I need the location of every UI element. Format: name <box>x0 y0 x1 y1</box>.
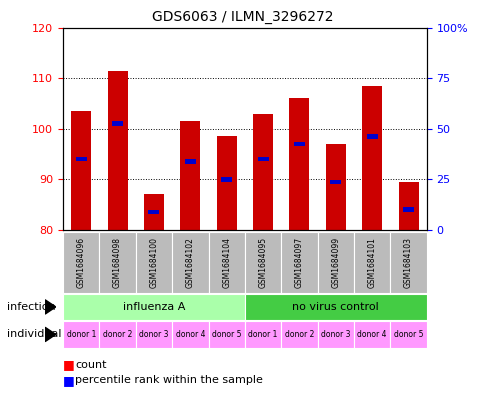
Text: GDS6063 / ILMN_3296272: GDS6063 / ILMN_3296272 <box>151 10 333 24</box>
Text: donor 1: donor 1 <box>248 330 277 339</box>
Bar <box>136 232 172 293</box>
Polygon shape <box>45 300 56 314</box>
Bar <box>112 121 123 126</box>
Bar <box>257 157 268 162</box>
Text: donor 4: donor 4 <box>357 330 386 339</box>
Bar <box>244 232 281 293</box>
Bar <box>136 321 172 348</box>
Text: percentile rank within the sample: percentile rank within the sample <box>75 375 262 386</box>
Bar <box>99 321 136 348</box>
Bar <box>216 136 236 230</box>
Text: GSM1684100: GSM1684100 <box>149 237 158 288</box>
Polygon shape <box>45 327 56 342</box>
Bar <box>293 141 304 146</box>
Bar <box>317 232 353 293</box>
Text: GSM1684101: GSM1684101 <box>367 237 376 288</box>
Bar <box>148 210 159 215</box>
Bar <box>184 159 196 164</box>
Bar <box>63 294 244 320</box>
Text: ■: ■ <box>63 374 75 387</box>
Bar <box>144 195 164 230</box>
Bar <box>99 232 136 293</box>
Bar <box>172 321 208 348</box>
Text: individual: individual <box>7 329 61 340</box>
Bar <box>180 121 200 230</box>
Text: GSM1684095: GSM1684095 <box>258 237 267 288</box>
Bar <box>244 294 426 320</box>
Text: GSM1684104: GSM1684104 <box>222 237 231 288</box>
Bar <box>289 98 309 230</box>
Text: donor 3: donor 3 <box>320 330 350 339</box>
Text: GSM1684096: GSM1684096 <box>76 237 86 288</box>
Bar <box>172 232 208 293</box>
Text: GSM1684103: GSM1684103 <box>403 237 412 288</box>
Bar <box>208 321 244 348</box>
Bar <box>353 232 390 293</box>
Text: ■: ■ <box>63 358 75 371</box>
Bar <box>402 208 413 212</box>
Bar <box>63 232 99 293</box>
Text: donor 3: donor 3 <box>139 330 168 339</box>
Bar <box>76 157 87 162</box>
Bar <box>353 321 390 348</box>
Bar <box>63 321 99 348</box>
Text: influenza A: influenza A <box>122 302 185 312</box>
Bar <box>325 144 345 230</box>
Bar <box>390 321 426 348</box>
Bar <box>253 114 272 230</box>
Bar <box>107 70 127 230</box>
Text: GSM1684098: GSM1684098 <box>113 237 122 288</box>
Text: GSM1684097: GSM1684097 <box>294 237 303 288</box>
Text: GSM1684099: GSM1684099 <box>331 237 340 288</box>
Bar <box>366 134 377 139</box>
Text: donor 5: donor 5 <box>393 330 423 339</box>
Bar <box>221 177 232 182</box>
Bar <box>71 111 91 230</box>
Text: count: count <box>75 360 106 370</box>
Text: no virus control: no virus control <box>292 302 378 312</box>
Bar <box>281 232 317 293</box>
Text: infection: infection <box>7 302 56 312</box>
Bar <box>208 232 244 293</box>
Bar <box>362 86 381 230</box>
Text: donor 4: donor 4 <box>175 330 205 339</box>
Bar <box>281 321 317 348</box>
Bar <box>317 321 353 348</box>
Text: donor 2: donor 2 <box>284 330 314 339</box>
Bar <box>330 180 341 184</box>
Bar <box>244 321 281 348</box>
Text: donor 1: donor 1 <box>66 330 96 339</box>
Bar <box>398 182 418 230</box>
Text: donor 2: donor 2 <box>103 330 132 339</box>
Text: donor 5: donor 5 <box>212 330 241 339</box>
Text: GSM1684102: GSM1684102 <box>185 237 195 288</box>
Bar <box>390 232 426 293</box>
